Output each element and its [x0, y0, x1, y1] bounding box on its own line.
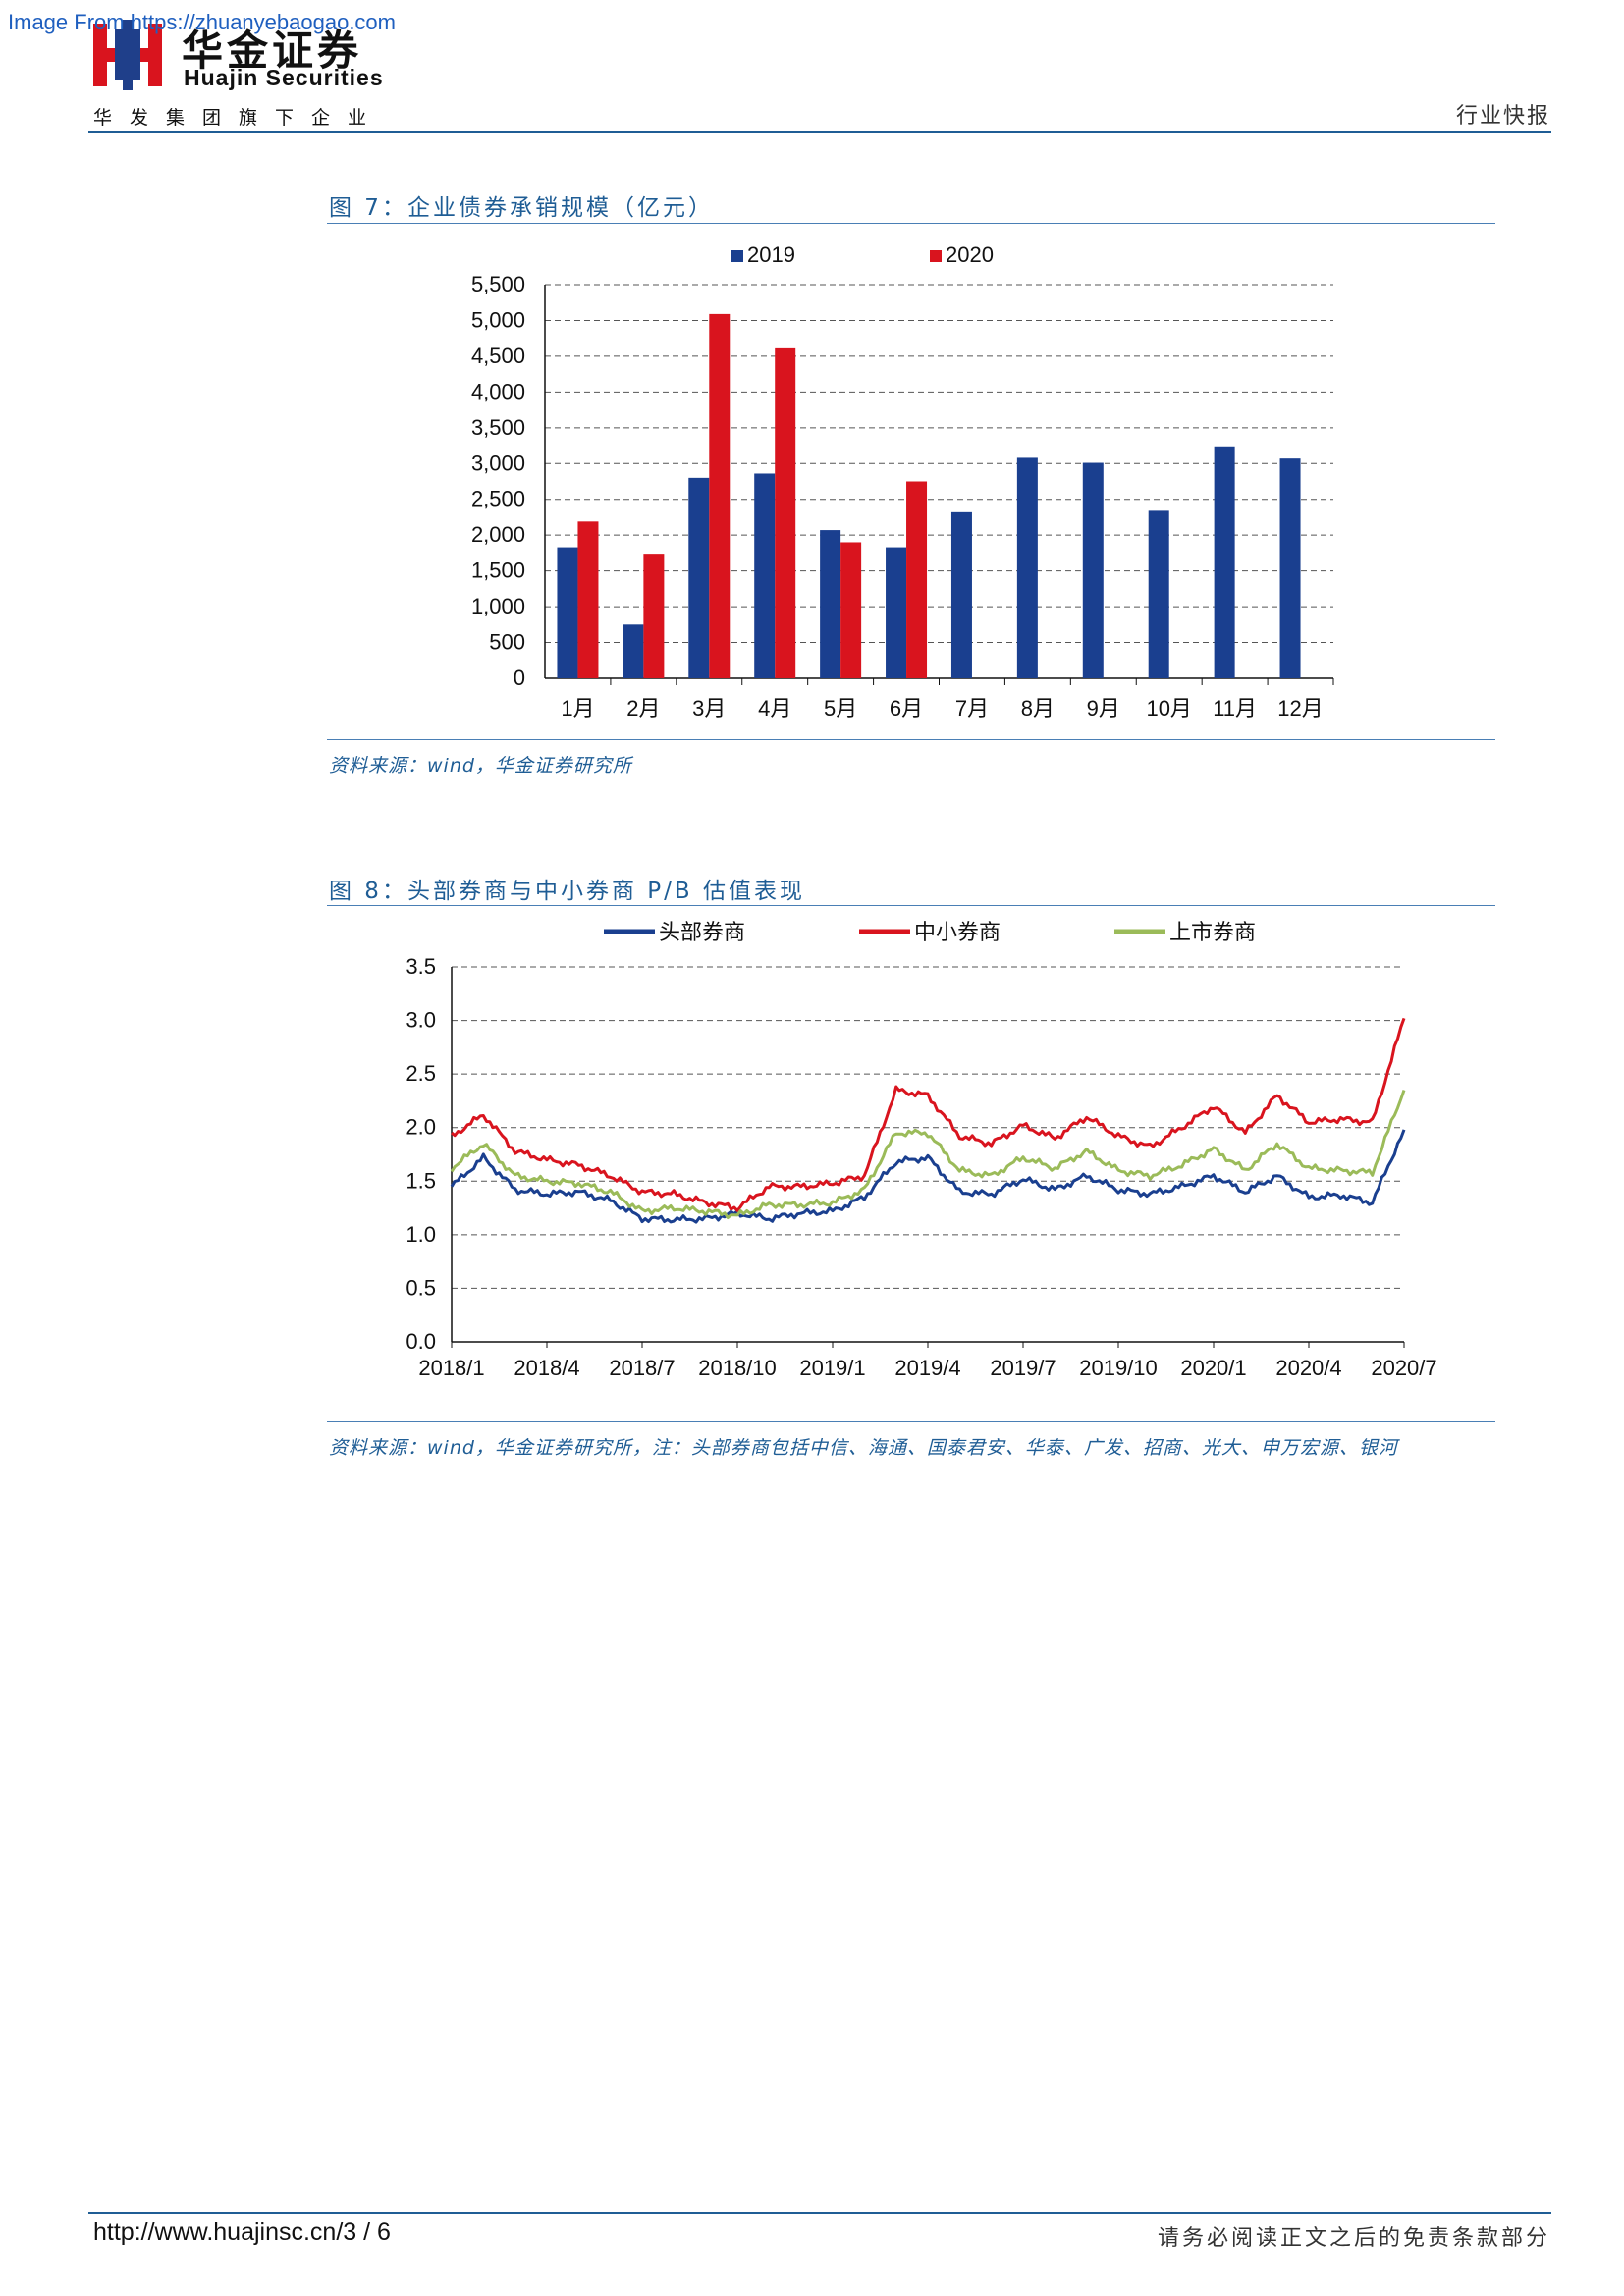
series-line-头部券商: [450, 1129, 1406, 1224]
figure-7-top-rule: [327, 223, 1495, 224]
footer-url-page: http://www.huajinsc.cn/3 / 6: [93, 2218, 391, 2246]
y-tick-label: 3.0: [406, 1008, 436, 1033]
brand-tagline: 华发集团旗下企业: [93, 107, 385, 129]
legend-label-头部券商: 头部券商: [659, 920, 745, 944]
brand-name-cn: 华金证券: [182, 27, 363, 75]
bar-2019-3月: [688, 477, 710, 678]
bar-2019-4月: [754, 473, 776, 678]
x-tick-label: 2019/4: [894, 1356, 960, 1380]
huajin-logo-icon: [93, 20, 162, 90]
x-tick-label: 2018/10: [698, 1356, 777, 1380]
y-tick-label: 0.5: [406, 1275, 436, 1300]
legend-swatch-2020: [930, 250, 942, 262]
figure-8-top-rule: [327, 905, 1495, 906]
figure-7-bottom-rule: [327, 739, 1495, 740]
x-tick-label: 12月: [1277, 696, 1323, 721]
series-line-上市券商: [450, 1090, 1406, 1219]
bar-2019-11月: [1214, 446, 1235, 678]
bar-2019-7月: [950, 511, 972, 678]
report-type: 行业快报: [1455, 104, 1550, 129]
series-line-中小券商: [451, 1017, 1406, 1212]
footer-disclaimer: 请务必阅读正文之后的免责条款部分: [1157, 2226, 1550, 2251]
y-tick-label: 3,500: [471, 415, 525, 440]
bar-2019-5月: [820, 530, 841, 678]
y-tick-label: 2,000: [471, 522, 525, 547]
bar-2019-6月: [886, 547, 907, 678]
x-tick-label: 11月: [1213, 696, 1257, 721]
bar-2019-1月: [557, 547, 578, 678]
bar-2019-10月: [1148, 510, 1169, 678]
y-tick-label: 1,000: [471, 594, 525, 618]
x-tick-label: 3月: [692, 696, 726, 721]
bar-2020-2月: [643, 554, 665, 678]
bar-2020-1月: [577, 521, 599, 678]
y-tick-label: 3,000: [471, 451, 525, 475]
x-tick-label: 4月: [758, 696, 791, 721]
watermark-text: Image From https://zhuanyebaogao.com: [8, 10, 396, 34]
y-tick-label: 2.5: [406, 1061, 436, 1086]
legend-swatch-2019: [731, 250, 743, 262]
y-tick-label: 4,500: [471, 344, 525, 368]
bar-2020-5月: [840, 542, 862, 678]
y-tick-label: 3.5: [406, 954, 436, 979]
x-tick-label: 2020/1: [1180, 1356, 1246, 1380]
bar-2019-9月: [1082, 462, 1104, 678]
x-tick-label: 8月: [1021, 696, 1055, 721]
figure-7-title: 图 7：企业债券承销规模（亿元）: [329, 195, 714, 221]
legend-label-上市券商: 上市券商: [1169, 920, 1256, 944]
legend-label-中小券商: 中小券商: [914, 920, 1001, 944]
x-tick-label: 2018/4: [514, 1356, 579, 1380]
bar-2019-8月: [1016, 457, 1038, 678]
y-tick-label: 1.5: [406, 1168, 436, 1193]
x-tick-label: 2020/4: [1275, 1356, 1341, 1380]
x-tick-label: 9月: [1087, 696, 1120, 721]
legend-label-2020: 2020: [946, 242, 994, 267]
pb-valuation-line-chart: 0.0 0.5 1.0 1.5 2.0 2.5 3.0 3.5 2018/1 2018/4 2018…: [406, 920, 1436, 1380]
x-tick-label: 7月: [955, 696, 989, 721]
y-tick-label: 500: [489, 630, 525, 655]
x-tick-label: 2018/7: [609, 1356, 675, 1380]
y-tick-label: 5,000: [471, 307, 525, 332]
x-tick-label: 1月: [561, 696, 594, 721]
x-tick-label: 2019/1: [799, 1356, 865, 1380]
bar-2019-2月: [623, 624, 644, 678]
bar-2020-6月: [906, 481, 928, 678]
x-tick-label: 2019/7: [990, 1356, 1056, 1380]
x-tick-label: 5月: [824, 696, 857, 721]
figure-8-bottom-rule: [327, 1421, 1495, 1422]
figure-8-title: 图 8：头部券商与中小券商 P/B 估值表现: [329, 879, 805, 904]
y-tick-label: 1.0: [406, 1222, 436, 1247]
y-tick-label: 5,500: [471, 272, 525, 296]
x-tick-label: 10月: [1146, 696, 1191, 721]
bond-underwriting-bar-chart: 0 500 1,000 1,500 2,000 2,500 3,000 3,500 4,000 4…: [471, 242, 1334, 721]
bar-2020-3月: [709, 313, 731, 678]
footer-divider: [88, 2212, 1551, 2214]
y-tick-label: 2.0: [406, 1115, 436, 1140]
x-tick-label: 2018/1: [418, 1356, 484, 1380]
y-tick-label: 2,500: [471, 487, 525, 511]
legend-label-2019: 2019: [747, 242, 795, 267]
bar-2019-12月: [1279, 458, 1301, 678]
x-tick-label: 2019/10: [1079, 1356, 1158, 1380]
x-tick-label: 2月: [626, 696, 660, 721]
y-tick-label: 4,000: [471, 379, 525, 403]
bar-2020-4月: [775, 347, 796, 678]
header-divider: [88, 131, 1551, 133]
y-tick-label: 0.0: [406, 1329, 436, 1354]
y-tick-label: 1,500: [471, 559, 525, 583]
figure-7-source: 资料来源：wind，华金证券研究所: [329, 755, 632, 776]
x-tick-label: 2020/7: [1371, 1356, 1436, 1380]
x-tick-label: 6月: [890, 696, 923, 721]
brand-name-en: Huajin Securities: [184, 65, 384, 90]
figure-8-source: 资料来源：wind，华金证券研究所，注：头部券商包括中信、海通、国泰君安、华泰、…: [329, 1437, 1398, 1459]
y-tick-label: 0: [514, 666, 525, 690]
